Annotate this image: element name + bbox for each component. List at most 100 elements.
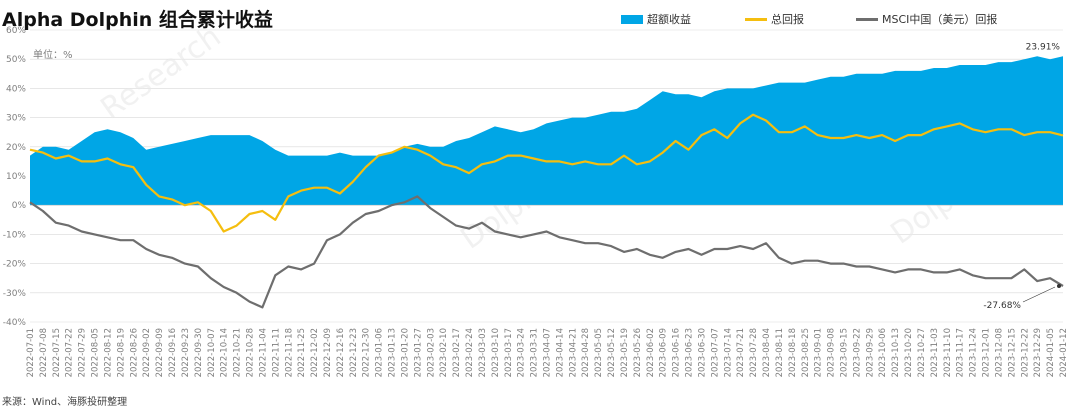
- msci-china-line: [29, 195, 1064, 309]
- x-tick-label: 2022-11-04: [258, 328, 268, 377]
- x-tick-label: 2023-04-21: [568, 328, 578, 377]
- legend-item-excess: 超额收益: [621, 11, 691, 27]
- x-tick-label: 2022-07-08: [39, 328, 49, 377]
- x-tick-label: 2023-09-29: [865, 328, 875, 377]
- x-tick-label: 2023-02-03: [426, 328, 436, 377]
- x-tick-label: 2022-10-07: [207, 328, 217, 377]
- x-tick-label: 2023-06-16: [672, 328, 682, 377]
- y-tick-label: -40%: [3, 318, 27, 328]
- x-tick-label: 2022-09-02: [142, 328, 152, 377]
- x-tick-label: 2023-04-07: [543, 328, 553, 377]
- legend-swatch-msci: [856, 17, 878, 21]
- unit-label: 单位：%: [33, 50, 73, 61]
- x-tick-label: 2022-12-02: [310, 328, 320, 377]
- x-tick-label: 2023-01-06: [375, 328, 385, 377]
- y-tick-label: -30%: [3, 289, 27, 299]
- x-tick-label: 2023-09-15: [839, 328, 849, 377]
- x-tick-label: 2023-09-01: [814, 328, 824, 377]
- y-tick-label: 40%: [6, 84, 26, 94]
- x-tick-label: 2023-12-08: [994, 328, 1004, 377]
- x-tick-label: 2023-01-20: [400, 328, 410, 377]
- x-tick-label: 2023-03-24: [517, 328, 527, 377]
- x-tick-label: 2023-08-18: [788, 328, 798, 377]
- annotation-excess-last: 23.91%: [1026, 42, 1061, 52]
- x-tick-label: 2024-01-05: [1046, 328, 1056, 377]
- y-tick-label: 50%: [6, 55, 26, 65]
- x-tick-label: 2022-11-25: [297, 328, 307, 377]
- legend-swatch-excess: [621, 14, 643, 24]
- x-tick-label: 2023-03-10: [491, 328, 501, 377]
- x-tick-label: 2023-06-09: [659, 328, 669, 377]
- x-tick-label: 2022-07-22: [65, 328, 75, 377]
- x-tick-label: 2023-11-10: [943, 328, 953, 377]
- y-tick-label: -10%: [3, 230, 27, 240]
- annotation-msci-last: -27.68%: [983, 301, 1021, 311]
- legend-item-total: 总回报: [745, 11, 804, 27]
- x-tick-label: 2023-09-08: [827, 328, 837, 377]
- y-tick-label: -20%: [3, 260, 27, 270]
- x-tick-label: 2023-02-10: [439, 328, 449, 377]
- x-tick-label: 2022-08-05: [91, 328, 101, 377]
- y-tick-label: 10%: [6, 172, 26, 182]
- x-tick-label: 2023-04-28: [581, 328, 591, 377]
- x-tick-label: 2022-07-01: [26, 328, 36, 377]
- legend-label-total: 总回报: [771, 13, 804, 26]
- x-tick-label: 2022-12-30: [362, 328, 372, 377]
- x-tick-label: 2023-08-25: [801, 328, 811, 377]
- x-tick-label: 2023-07-07: [710, 328, 720, 377]
- legend-label-msci: MSCI中国（美元）回报: [882, 13, 998, 26]
- x-tick-label: 2023-04-14: [555, 328, 565, 377]
- x-axis: 2022-07-01 2022-07-08 2022-07-15 2022-07-22…: [26, 328, 1069, 377]
- x-tick-label: 2023-05-26: [633, 328, 643, 377]
- x-tick-label: 2023-12-01: [982, 328, 992, 377]
- x-tick-label: 2022-10-28: [246, 328, 256, 377]
- x-tick-label: 2023-06-30: [697, 328, 707, 377]
- excess-return-area: [30, 56, 1063, 206]
- x-tick-label: 2023-11-17: [956, 328, 966, 377]
- x-tick-label: 2023-07-21: [736, 328, 746, 377]
- legend-item-msci: MSCI中国（美元）回报: [856, 11, 997, 27]
- x-tick-label: 2023-11-03: [930, 328, 940, 377]
- y-tick-label: 20%: [6, 143, 26, 153]
- x-tick-label: 2022-08-19: [116, 328, 126, 377]
- x-tick-label: 2023-10-27: [917, 328, 927, 377]
- x-tick-label: 2022-07-29: [78, 328, 88, 377]
- legend-swatch-total: [745, 17, 767, 21]
- source-note: 来源：Wind、海豚投研整理: [2, 397, 128, 408]
- x-tick-label: 2022-12-23: [349, 328, 359, 377]
- annotation-leader-line: [1022, 286, 1056, 303]
- x-tick-label: 2022-07-15: [52, 328, 62, 377]
- x-tick-label: 2022-11-11: [271, 328, 281, 377]
- x-tick-label: 2022-11-18: [284, 328, 294, 377]
- x-tick-label: 2023-06-02: [646, 328, 656, 377]
- annotation-msci-marker: [1057, 284, 1061, 289]
- x-tick-label: 2023-08-11: [775, 328, 785, 377]
- x-tick-label: 2023-02-24: [465, 328, 475, 377]
- x-tick-label: 2022-09-16: [168, 328, 178, 377]
- x-tick-label: 2022-09-30: [194, 328, 204, 377]
- svg-text:Research: Research: [95, 19, 228, 127]
- x-tick-label: 2023-06-23: [685, 328, 695, 377]
- y-axis: -40% -30% -20% -10% 0% 10% 20% 30% 40% 50% 60%: [3, 26, 27, 328]
- chart-legend: 超额收益 总回报 MSCI中国（美元）回报: [0, 11, 1080, 29]
- y-tick-label: 60%: [6, 26, 26, 36]
- x-tick-label: 2023-01-13: [388, 328, 398, 377]
- y-tick-label: 0%: [12, 201, 27, 211]
- y-tick-label: 30%: [6, 114, 26, 124]
- x-tick-label: 2022-09-23: [181, 328, 191, 377]
- x-tick-label: 2024-01-12: [1059, 328, 1069, 377]
- x-tick-label: 2023-07-28: [749, 328, 759, 377]
- x-tick-label: 2022-10-21: [233, 328, 243, 377]
- x-tick-label: 2023-05-12: [607, 328, 617, 377]
- x-tick-label: 2023-02-17: [452, 328, 462, 377]
- x-tick-label: 2023-12-29: [1033, 328, 1043, 377]
- x-tick-label: 2023-10-20: [904, 328, 914, 377]
- x-tick-label: 2023-09-22: [852, 328, 862, 377]
- total-return-line: [29, 113, 1064, 233]
- x-tick-label: 2023-12-22: [1020, 328, 1030, 377]
- x-tick-label: 2022-08-12: [103, 328, 113, 377]
- legend-label-excess: 超额收益: [647, 13, 691, 26]
- chart-title: Alpha Dolphin 组合累计收益: [2, 9, 273, 31]
- x-tick-label: 2023-03-17: [504, 328, 514, 377]
